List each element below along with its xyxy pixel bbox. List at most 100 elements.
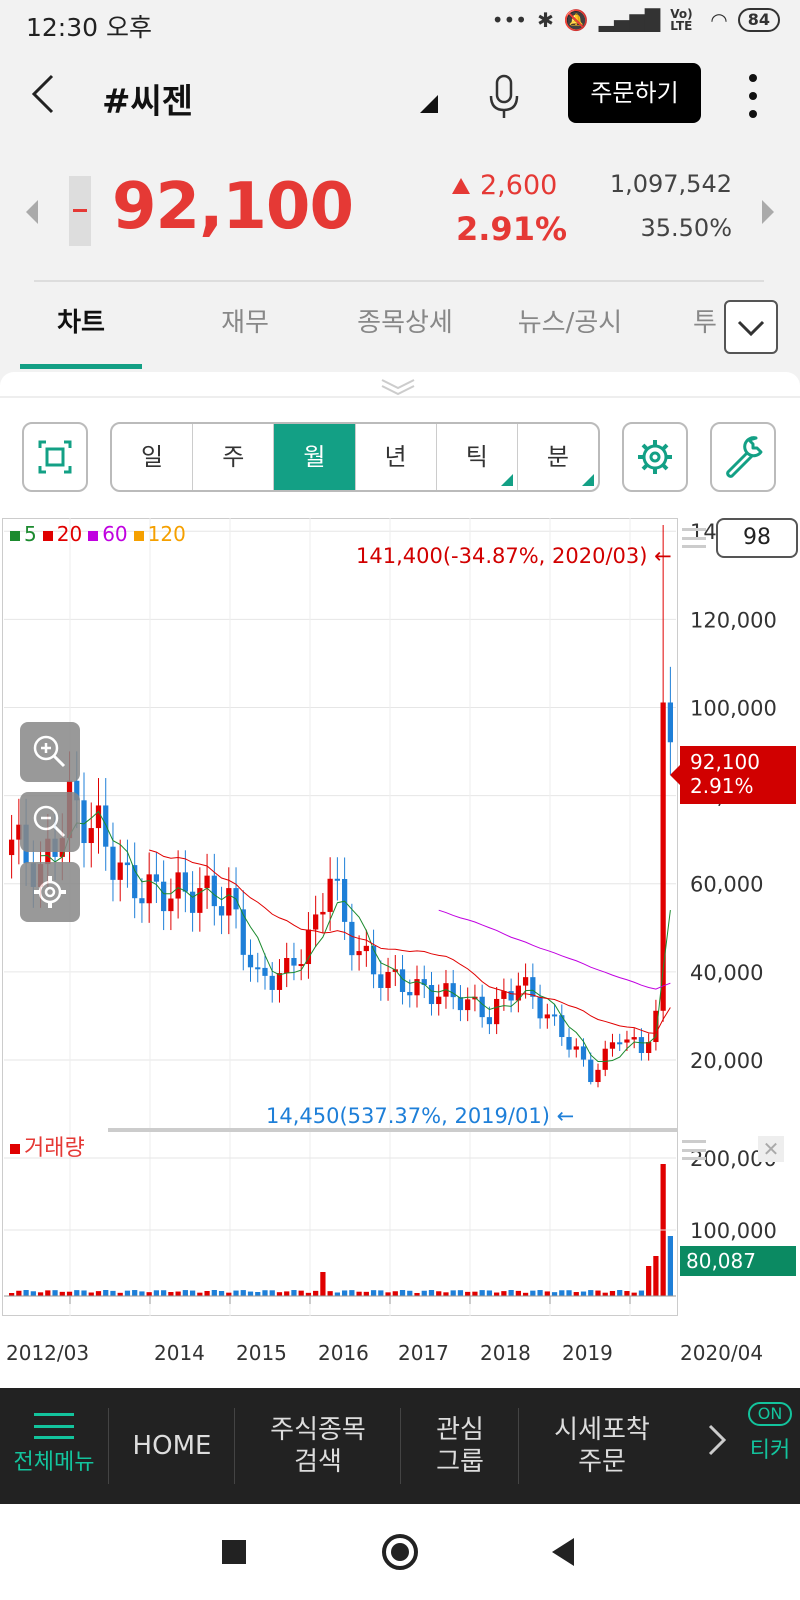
- candle-body: [559, 1015, 565, 1038]
- nav-home[interactable]: HOME: [110, 1388, 234, 1504]
- chart-gear-button[interactable]: [20, 862, 80, 922]
- volume-bar: [508, 1290, 514, 1296]
- candle-body: [204, 875, 210, 889]
- current-volume-tag: 80,087: [680, 1246, 796, 1276]
- period-minute[interactable]: 분: [518, 424, 598, 490]
- stock-title[interactable]: #씨젠: [102, 82, 194, 122]
- volume-bar: [530, 1290, 536, 1296]
- nav-scroll-right-icon[interactable]: [704, 1420, 730, 1460]
- chevron-left-icon: [31, 74, 54, 114]
- volume-bar: [537, 1290, 543, 1296]
- chart-tools-button[interactable]: [710, 422, 776, 492]
- tab-news[interactable]: 뉴스/공시: [517, 308, 623, 338]
- volume-bar: [457, 1290, 464, 1296]
- fullscreen-button[interactable]: [22, 422, 88, 492]
- volume-bar: [30, 1291, 36, 1296]
- candle-body: [146, 874, 152, 904]
- price-tick-label: 20,000: [690, 1049, 763, 1073]
- tab-expand-button[interactable]: [724, 300, 778, 354]
- candle-body: [276, 973, 283, 990]
- close-icon[interactable]: ✕: [758, 1136, 784, 1162]
- candle-body: [313, 914, 319, 930]
- volume-bar: [551, 1292, 558, 1296]
- volume-bar: [494, 1292, 500, 1296]
- volume-bar: [385, 1292, 391, 1296]
- next-stock-arrow-icon[interactable]: [762, 200, 774, 224]
- period-day[interactable]: 일: [112, 424, 194, 490]
- mute-icon: 🔕: [563, 8, 589, 32]
- volume-bar: [81, 1290, 87, 1296]
- tab-detail[interactable]: 종목상세: [357, 308, 453, 338]
- volume-bar: [88, 1292, 94, 1296]
- nav-separator: [234, 1408, 235, 1484]
- price-pane-menu-icon[interactable]: [682, 528, 706, 548]
- more-options-icon[interactable]: [748, 74, 758, 118]
- period-tick[interactable]: 틱: [437, 424, 518, 490]
- volume-bar: [544, 1291, 550, 1296]
- candle-body: [16, 824, 22, 840]
- nav-watch-group[interactable]: 관심 그룹: [402, 1388, 518, 1504]
- change-percent: 2.91%: [456, 210, 568, 248]
- tab-chart[interactable]: 차트: [57, 308, 105, 338]
- price-tag-value: 92,100: [690, 750, 760, 774]
- back-triangle-icon[interactable]: [552, 1538, 574, 1566]
- candle-body: [631, 1037, 637, 1040]
- tab-finance[interactable]: 재무: [221, 308, 269, 338]
- zoom-in-button[interactable]: [20, 722, 80, 782]
- previous-stock-arrow-icon[interactable]: [26, 200, 38, 224]
- candle-body: [168, 898, 174, 912]
- volume-bar: [602, 1292, 608, 1296]
- x-tick-label: 2014: [154, 1341, 205, 1365]
- nav-separator: [108, 1408, 109, 1484]
- volume-bar: [124, 1290, 131, 1296]
- nav-capture-line1: 시세포착: [554, 1415, 650, 1445]
- more-dots-icon: •••: [491, 8, 528, 32]
- candle-body: [132, 865, 138, 899]
- volume-bar: [291, 1290, 297, 1296]
- nav-full-menu-label: 전체메뉴: [13, 1450, 95, 1475]
- x-tick-label: 2019: [562, 1341, 613, 1365]
- microphone-icon[interactable]: [486, 74, 522, 120]
- price-tick-label: 60,000: [690, 873, 763, 897]
- period-selector: 일 주 월 년 틱 분: [110, 422, 600, 492]
- volume-bar: [37, 1292, 44, 1296]
- volume-bar: [284, 1291, 290, 1296]
- candle-body: [363, 945, 369, 952]
- volume-bar: [45, 1290, 51, 1296]
- back-button[interactable]: [28, 72, 68, 122]
- volume-bar: [342, 1290, 348, 1296]
- volume-bar: [646, 1266, 652, 1296]
- period-week[interactable]: 주: [193, 424, 275, 490]
- stock-dropdown-icon[interactable]: [420, 95, 438, 113]
- period-year[interactable]: 년: [356, 424, 437, 490]
- volume-pane-menu-icon[interactable]: [682, 1140, 706, 1160]
- candle-body: [450, 983, 456, 998]
- period-count-input[interactable]: 98: [716, 518, 798, 558]
- change-amount: 2,600: [480, 170, 558, 201]
- candle-body: [117, 862, 123, 880]
- volume-bar: [211, 1290, 217, 1296]
- nav-price-capture-order[interactable]: 시세포착 주문: [520, 1388, 684, 1504]
- volume-bar: [472, 1291, 478, 1296]
- volume-tick-label: 100,000: [690, 1219, 777, 1243]
- arrow-left-icon: ←: [556, 1104, 575, 1128]
- volume-bar: [349, 1290, 355, 1296]
- recent-apps-icon[interactable]: [222, 1540, 246, 1564]
- volume-bar: [16, 1290, 22, 1296]
- zoom-out-button[interactable]: [20, 792, 80, 852]
- nav-full-menu[interactable]: 전체메뉴: [0, 1388, 108, 1504]
- nav-stock-search[interactable]: 주식종목 검색: [236, 1388, 400, 1504]
- volume-bar: [428, 1290, 435, 1296]
- volume-bar: [139, 1291, 145, 1296]
- candle-body: [436, 996, 442, 1005]
- period-month[interactable]: 월: [274, 424, 356, 490]
- panel-collapse-handle-icon[interactable]: [378, 376, 418, 396]
- volume-bar: [161, 1290, 167, 1296]
- ticker-toggle[interactable]: ON 티커: [742, 1400, 798, 1464]
- chart-settings-button[interactable]: [622, 422, 688, 492]
- nav-watch-line1: 관심: [436, 1415, 484, 1445]
- order-button[interactable]: 주문하기: [568, 63, 701, 123]
- legend-ma60: 60: [88, 522, 128, 546]
- home-circle-icon[interactable]: [382, 1534, 418, 1570]
- tab-investor[interactable]: 투: [693, 308, 717, 338]
